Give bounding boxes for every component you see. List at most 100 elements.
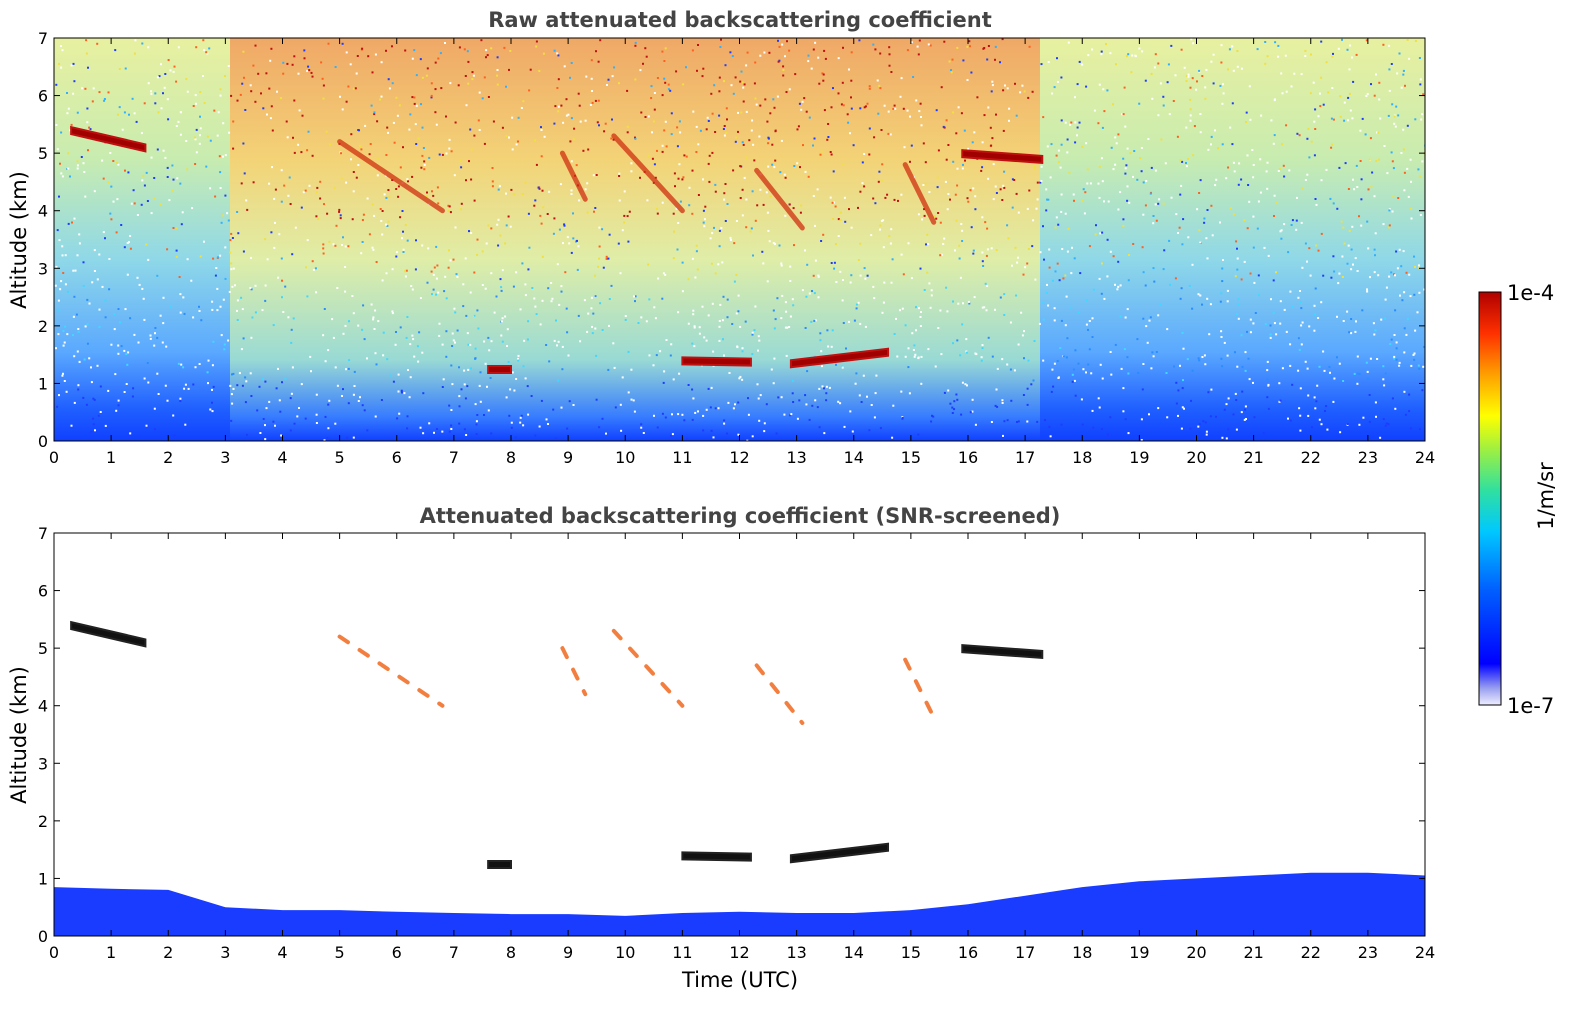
noise-speck [769,112,772,115]
noise-speck [1252,176,1255,179]
noise-speck [780,396,783,399]
noise-speck [458,395,461,398]
noise-speck [1179,159,1182,162]
noise-speck [598,426,601,429]
noise-speck [413,49,416,52]
noise-speck [1301,321,1304,324]
noise-speck [1026,387,1029,390]
noise-speck [599,302,602,305]
noise-speck [1417,364,1420,367]
noise-speck [664,47,667,50]
noise-speck [522,100,525,103]
noise-speck [234,284,236,287]
noise-speck [1408,273,1411,276]
noise-speck [1201,356,1204,358]
noise-speck [297,72,300,75]
noise-speck [327,427,330,430]
noise-speck [1182,347,1185,350]
noise-speck [177,120,180,123]
noise-speck [409,343,412,346]
cloud-layer [70,125,147,153]
noise-speck [84,87,87,90]
noise-speck [145,171,148,174]
noise-speck [104,299,107,302]
noise-speck [1413,352,1416,355]
noise-speck [868,85,871,88]
noise-speck [603,130,606,133]
noise-speck [1419,83,1422,86]
noise-speck [232,147,235,150]
noise-speck [777,396,780,399]
noise-speck [870,234,873,237]
noise-speck [630,170,633,173]
noise-speck [972,249,975,252]
noise-speck [874,202,877,205]
noise-speck [361,47,364,50]
noise-speck [991,137,994,140]
noise-speck [1323,369,1326,372]
noise-speck [300,206,303,209]
noise-speck [412,338,415,341]
noise-speck [1319,92,1321,95]
noise-speck [812,48,815,51]
noise-speck [627,240,630,243]
x-tick-label: 14 [844,448,864,467]
noise-speck [1085,371,1087,374]
noise-speck [535,40,538,43]
noise-speck [107,91,110,94]
noise-speck [822,79,825,82]
noise-speck [745,156,748,159]
noise-speck [175,227,178,230]
noise-speck [697,44,699,46]
noise-speck [1100,292,1103,295]
noise-speck [1379,117,1382,120]
noise-speck [756,383,759,386]
noise-speck [217,111,220,114]
noise-speck [430,96,433,99]
noise-speck [961,323,964,326]
noise-speck [327,349,330,352]
noise-speck [964,383,967,386]
noise-speck [349,63,352,66]
noise-speck [995,192,998,194]
noise-speck [1192,437,1195,440]
noise-speck [380,220,383,222]
noise-speck [772,98,775,101]
noise-speck [1406,124,1409,127]
noise-speck [987,106,990,109]
noise-speck [287,194,290,197]
noise-speck [453,174,456,177]
noise-speck [1062,355,1065,358]
noise-speck [639,176,641,179]
noise-speck [367,55,370,58]
noise-speck [377,320,380,323]
noise-speck [1124,167,1127,170]
noise-speck [792,207,795,210]
noise-speck [965,350,968,353]
noise-speck [431,190,433,193]
noise-speck [557,379,560,382]
noise-speck [414,123,417,126]
noise-speck [171,190,174,193]
noise-speck [1410,217,1413,220]
noise-speck [1378,81,1381,84]
noise-speck [354,87,357,90]
noise-speck [509,49,512,52]
noise-speck [917,433,920,436]
noise-speck [1291,306,1294,308]
noise-speck [401,237,403,240]
noise-speck [1314,407,1317,410]
noise-speck [913,355,916,358]
noise-speck [943,40,946,43]
noise-speck [1248,378,1251,381]
noise-speck [939,221,942,224]
noise-speck [850,107,853,110]
noise-speck [759,54,762,57]
noise-speck [90,430,93,433]
noise-speck [1374,329,1377,332]
noise-speck [1322,103,1325,106]
noise-speck [857,259,860,261]
noise-speck [682,176,685,179]
noise-speck [86,323,89,326]
noise-speck [751,190,754,193]
